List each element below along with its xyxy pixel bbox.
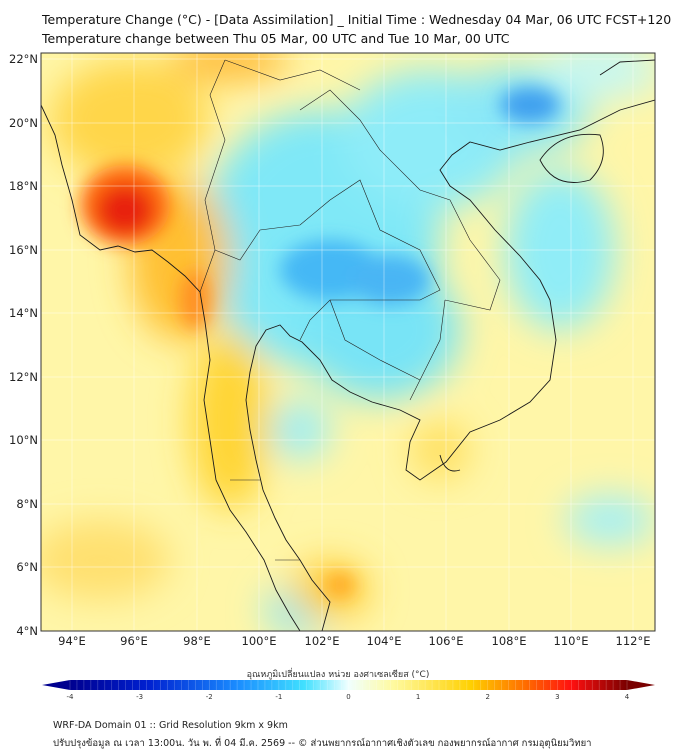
colorbar-tick: -3 bbox=[136, 693, 143, 701]
lon-label: 94°E bbox=[58, 634, 86, 648]
lon-label: 106°E bbox=[429, 634, 464, 648]
lat-label: 10°N bbox=[9, 433, 38, 447]
graticule bbox=[41, 53, 655, 631]
lat-label: 4°N bbox=[16, 624, 38, 638]
footer-update-info: ปรับปรุงข้อมูล ณ เวลา 13:00น. วัน พ. ที่… bbox=[53, 738, 592, 749]
colorbar-tick: 2 bbox=[485, 693, 489, 701]
lon-label: 110°E bbox=[554, 634, 589, 648]
colorbar-tick: -2 bbox=[206, 693, 213, 701]
map-frame bbox=[40, 52, 656, 632]
borders bbox=[199, 59, 501, 561]
lat-label: 20°N bbox=[9, 116, 38, 130]
colorbar-label: อุณหภูมิเปลี่ยนแปลง หน่วย องศาเซลเซียส (… bbox=[246, 670, 430, 680]
colorbar-gradient bbox=[70, 680, 627, 690]
lon-label: 112°E bbox=[616, 634, 651, 648]
colorbar-tick: -4 bbox=[67, 693, 75, 701]
colorbar-tick: 1 bbox=[416, 693, 420, 701]
lat-label: 12°N bbox=[9, 370, 38, 384]
lon-label: 104°E bbox=[367, 634, 402, 648]
footer-model-info: WRF-DA Domain 01 :: Grid Resolution 9km … bbox=[53, 720, 288, 731]
lat-label: 6°N bbox=[16, 560, 38, 574]
colorbar-max-arrow bbox=[627, 680, 655, 690]
lat-label: 22°N bbox=[9, 52, 38, 66]
chart-subtitle: Temperature change between Thu 05 Mar, 0… bbox=[42, 31, 510, 46]
lon-label: 98°E bbox=[183, 634, 211, 648]
colorbar-tick: 3 bbox=[555, 693, 559, 701]
lat-label: 16°N bbox=[9, 243, 38, 257]
lon-axis: 94°E 96°E 98°E 100°E 102°E 104°E 106°E 1… bbox=[58, 634, 650, 648]
lat-label: 18°N bbox=[9, 179, 38, 193]
lat-label: 8°N bbox=[16, 497, 38, 511]
lon-label: 108°E bbox=[492, 634, 527, 648]
lat-label: 14°N bbox=[9, 306, 38, 320]
lon-label: 102°E bbox=[305, 634, 340, 648]
temperature-field bbox=[41, 53, 655, 631]
colorbar-min-arrow bbox=[42, 680, 70, 690]
colorbar-tick: 4 bbox=[625, 693, 630, 701]
lon-label: 100°E bbox=[242, 634, 277, 648]
lon-label: 96°E bbox=[120, 634, 148, 648]
lat-axis: 22°N 20°N 18°N 16°N 14°N 12°N 10°N 8°N 6… bbox=[9, 52, 38, 638]
colorbar-tick: 0 bbox=[346, 693, 350, 701]
chart-title: Temperature Change (°C) - [Data Assimila… bbox=[42, 12, 672, 27]
colorbar: -4 -3 -2 -1 0 1 2 3 4 bbox=[42, 680, 655, 701]
colorbar-tick: -1 bbox=[275, 693, 282, 701]
